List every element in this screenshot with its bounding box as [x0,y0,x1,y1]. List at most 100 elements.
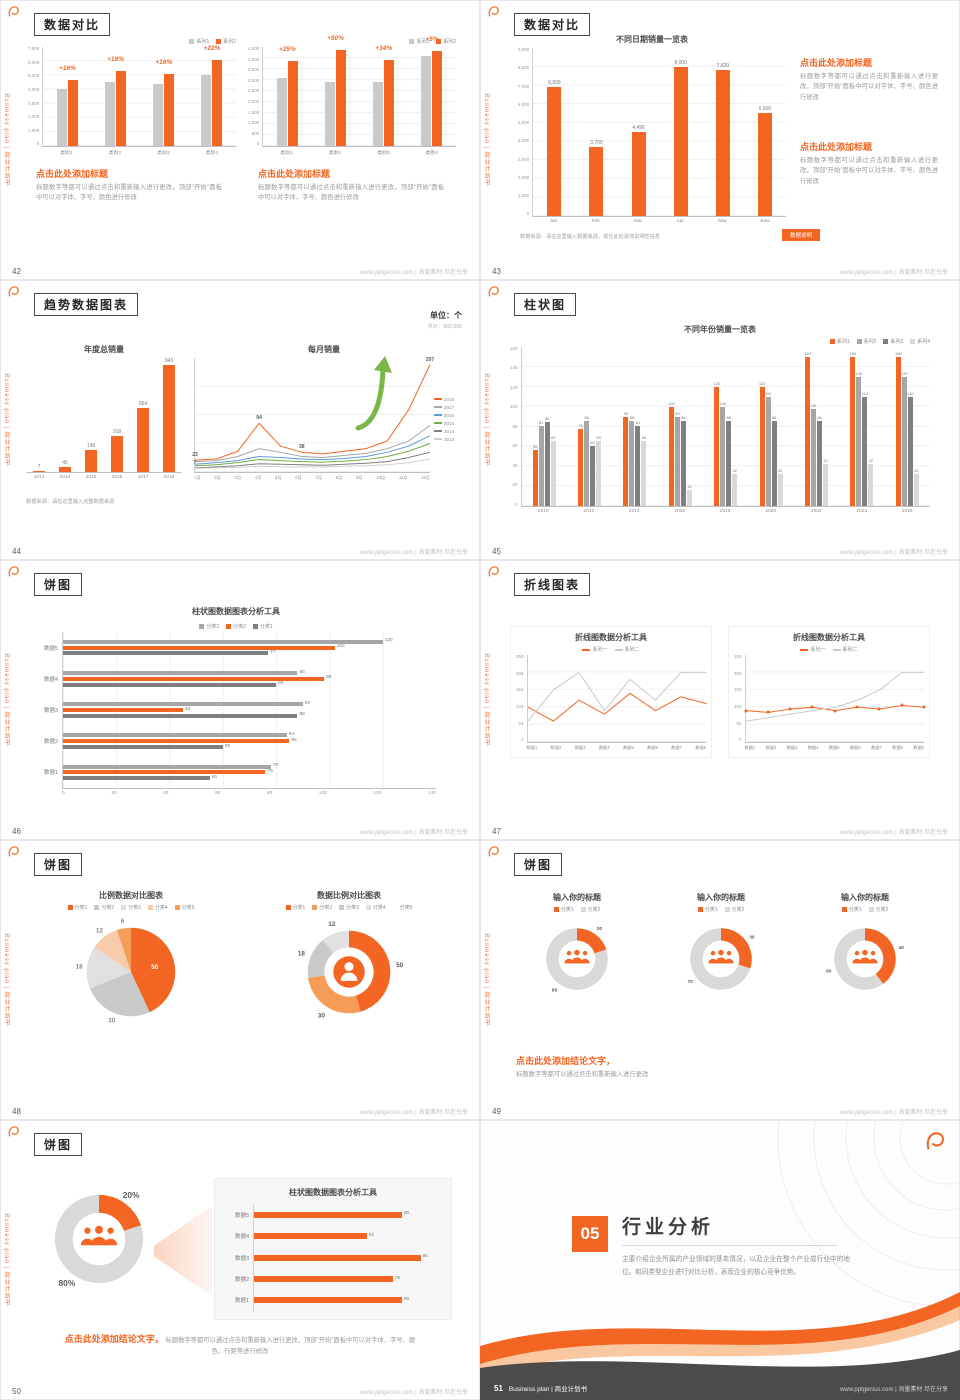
svg-text:50: 50 [396,962,404,969]
vc-bars [188,47,236,146]
lc-xt: 3月 [234,475,242,480]
lg-sw [339,905,345,910]
daily-sales-bar-chart: 不同日期销量一览表 9,000 8,000 7,000 6,000 5,000 4,000 3… [518,34,786,226]
slide-42[interactable]: 数据对比 Business plan | 商业计划书 系列1 系列2 7,000 6,… [0,0,480,280]
svg-text:20: 20 [597,926,603,932]
hc-lb: 数据5 [234,1212,249,1219]
donut-chart-1: 输入你的标题 分类1 分类2 20 80 [508,892,646,1003]
vc-b [720,406,726,506]
lg: 2018 2017 2016 2015 2014 2013 [433,358,454,480]
donut-chart-3: 输入你的标题 分类1 分类2 40 60 [796,892,934,1003]
watermark: www.pptgenius.com | 海量素材 尽在分享 [840,550,948,556]
hc-zone: 78 76 55 [62,756,436,789]
vc-xr: 2010 2012 2014 2016 2018 2020 2022 2024 2026 [521,507,930,516]
vc-xl: 类别1 [280,151,293,156]
lc-ann: 7 [193,460,197,467]
hc-line: 80 [254,1211,439,1218]
svg-text:20%: 20% [123,1190,140,1200]
lg-tx: 分类2 [731,907,745,913]
lg-item: 系列二 [614,646,640,653]
slide-50[interactable]: 饼图 Business plan | 商业计划书 20% 80% 柱状图数据图表分… [0,1120,480,1400]
lg-sw [174,905,180,910]
side-label: Business plan | 商业计划书 [3,93,9,187]
vc-xl: 2022 [810,509,822,514]
lg: 系列1 系列2 系列3 系列4 [510,338,930,345]
vc-yt: 3,500 [248,67,260,73]
vc-plot: +16% +18% +16% +22% [42,45,236,147]
hc-line: 98 [63,676,436,681]
svg-text:30: 30 [108,1018,116,1025]
slide-44[interactable]: 趋势数据图表 Business plan | 商业计划书 单位：个 共计：902… [0,280,480,560]
vc-vl: 5,500 [758,106,772,113]
watermark: www.pptgenius.com | 海量素材 尽在分享 [840,270,948,276]
hc-line: 76 [63,769,436,775]
vc-yt: 9,000 [518,47,530,52]
hc-row: 数据1 78 76 55 [36,756,436,789]
slide-47[interactable]: 折线图表 Business plan | 商业计划书 折线图数据分析工具 系列一系… [480,560,960,840]
hc-b [63,776,210,781]
hc-line: 80 [63,681,436,687]
lg-sw [199,624,205,629]
vc-bw: 65 [550,347,556,506]
lg-item: 分类2 [724,906,745,913]
hc-b [63,764,271,769]
lg-sw [841,907,847,912]
vc-bars: 150 130 110 42 [839,347,884,506]
lg-sw [553,907,559,912]
lc-xt: 数据6 [647,745,658,750]
lc-xr: 数据1 数据2 数据3 数据4 数据5 数据6 数据7 数据8 [527,743,706,752]
slide-title: 柱状图 [514,293,577,316]
vc-bars [91,47,139,146]
page-number: 49 [492,1107,501,1116]
lc-area: 253 203 153 103 53 3 数据1 数据2 数据3 数据4 数据5 数据6 数据7 数据8 [516,654,706,752]
vc-bw [105,47,116,146]
hc-v: 102 [336,644,345,650]
hc-line: 88 [63,670,436,676]
vc-bw: 100 [668,347,675,506]
vc-g: 943 [156,358,182,472]
note-body: 标题数字等都可以通过点击和重新输入进行更改，顶部“开始”面板中可以对字体、字号、… [36,184,222,202]
slide-45[interactable]: 柱状图 Business plan | 商业计划书 不同年份销量一览表 系列1 系列… [480,280,960,560]
lg: 分类1 分类2 [697,906,745,913]
hc-zone: 61 [253,1225,439,1247]
slide-43[interactable]: 数据对比 Business plan | 商业计划书 不同日期销量一览表 9,00… [480,0,960,280]
lg-sw [436,39,442,44]
lg: 分类1 分类2 分类3 分类4 分类5 [67,904,194,911]
section-title: 行业分析 [622,1217,715,1238]
vc-b [590,446,596,506]
hc-line: 60 [63,744,436,750]
vc-yt: 4,000 [28,86,40,92]
vc-yt: 3,000 [518,156,530,162]
vc-vl: 78 [578,422,583,428]
slide-46[interactable]: 饼图 Business plan | 商业计划书 柱状图数据图表分析工具 分类3 分… [0,560,480,840]
vc-xl: May [718,219,728,224]
slide-48[interactable]: 饼图 Business plan | 商业计划书 比例数据对比图表 分类1 分类2 分… [0,840,480,1120]
hc-b [63,645,335,650]
vc-bw: 120 [713,347,720,506]
note-heading: 点击此处添加标题 [800,142,873,152]
lc-xt: 数据2 [550,745,562,750]
hc-b [63,733,287,738]
watermark: www.pptgenius.com | 海量素材 尽在分享 [840,830,948,836]
hc-line: 61 [254,1233,439,1240]
vc-vl: 90 [675,410,680,416]
unit-sub: 共计：902,005 [427,324,462,330]
vc-bars: 100 90 86 16 [658,347,703,506]
slide-49[interactable]: 饼图 Business plan | 商业计划书 输入你的标题 分类1 分类2 20 8… [480,840,960,1120]
c-title: 数据比例对比图表 [317,891,381,900]
svg-text:18: 18 [298,951,306,958]
vc-vl: 110 [861,390,869,396]
lg-sw [94,905,100,910]
source-note: 数据来源：请在这里输入完整数据来源 [26,499,115,505]
vc-vl: 943 [164,357,174,364]
vc-bw: 86 [817,347,823,506]
slide-51[interactable]: 05 行业分析 主要介绍企业所属的产业领域的基本情况，以及企业在整个产业或行业中… [480,1120,960,1400]
hc-line: 84 [63,732,436,738]
lg-item: 分类2 [312,904,332,911]
vc-area: 7 45 196 318 564 943 2013 2014 2015 2016 2017 2018 [26,358,182,482]
lc-dot [744,709,748,713]
hc-line: 78 [63,763,436,769]
lg-sw [189,39,195,44]
vc-bw: 130 [856,347,862,506]
